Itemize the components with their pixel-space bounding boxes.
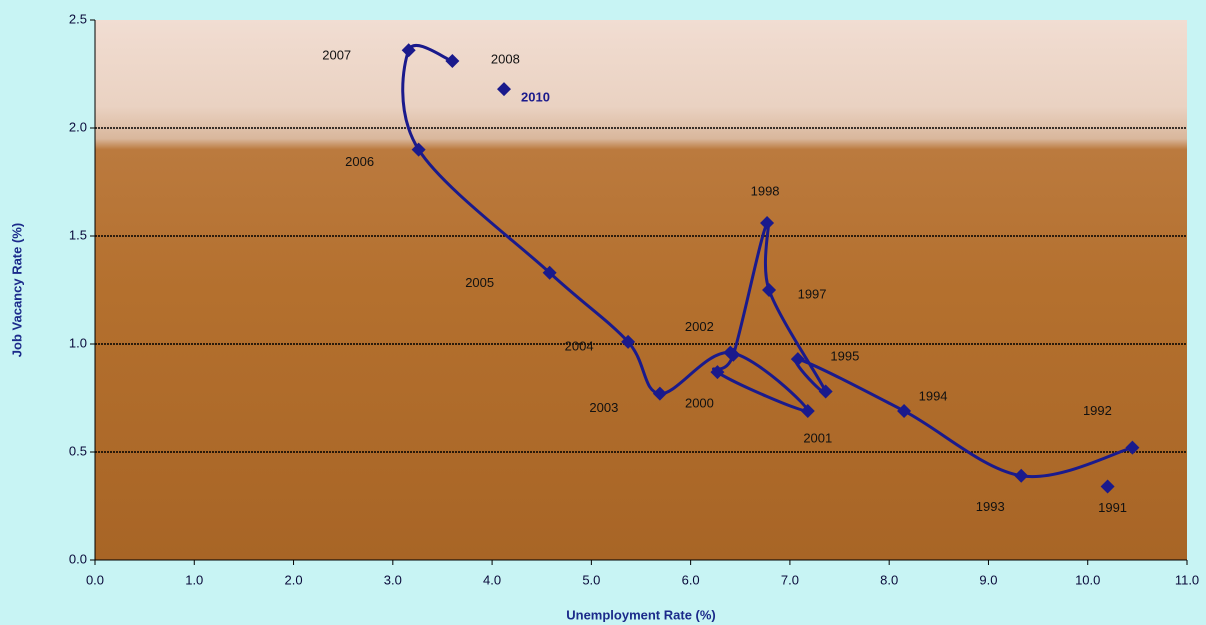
point-label: 2008 (491, 51, 520, 66)
y-tick-label: 0.5 (69, 443, 87, 458)
point-label: 2006 (345, 154, 374, 169)
point-label: 1992 (1083, 403, 1112, 418)
x-tick-label: 8.0 (880, 572, 898, 587)
y-tick-label: 2.5 (69, 11, 87, 26)
point-label: 1998 (751, 183, 780, 198)
x-tick-label: 10.0 (1075, 572, 1100, 587)
x-tick-label: 2.0 (285, 572, 303, 587)
point-label: 1997 (798, 286, 827, 301)
x-tick-label: 1.0 (185, 572, 203, 587)
y-axis-title: Job Vacancy Rate (%) (9, 223, 24, 357)
y-tick-label: 1.5 (69, 227, 87, 242)
x-tick-label: 0.0 (86, 572, 104, 587)
x-tick-label: 3.0 (384, 572, 402, 587)
point-label: 2003 (589, 400, 618, 415)
point-label: 2001 (803, 430, 832, 445)
point-label: 1994 (919, 388, 948, 403)
point-label: 2005 (465, 275, 494, 290)
point-label: 2002 (685, 319, 714, 334)
point-label: 2004 (565, 338, 594, 353)
x-tick-label: 9.0 (979, 572, 997, 587)
point-label: 2010 (521, 90, 550, 105)
chart: Unemployment Rate (%) Job Vacancy Rate (… (0, 0, 1206, 625)
point-label: 2007 (322, 48, 351, 63)
x-tick-label: 11.0 (1175, 572, 1199, 587)
y-tick-label: 2.0 (69, 119, 87, 134)
point-label: 2000 (685, 396, 714, 411)
x-tick-label: 6.0 (682, 572, 700, 587)
point-label: 1995 (830, 349, 859, 364)
x-tick-label: 4.0 (483, 572, 501, 587)
y-tick-label: 0.0 (69, 551, 87, 566)
point-label: 1993 (976, 499, 1005, 514)
x-tick-label: 5.0 (582, 572, 600, 587)
x-tick-label: 7.0 (781, 572, 799, 587)
y-tick-label: 1.0 (69, 335, 87, 350)
point-label: 1991 (1098, 500, 1127, 515)
x-axis-title: Unemployment Rate (%) (566, 607, 716, 622)
